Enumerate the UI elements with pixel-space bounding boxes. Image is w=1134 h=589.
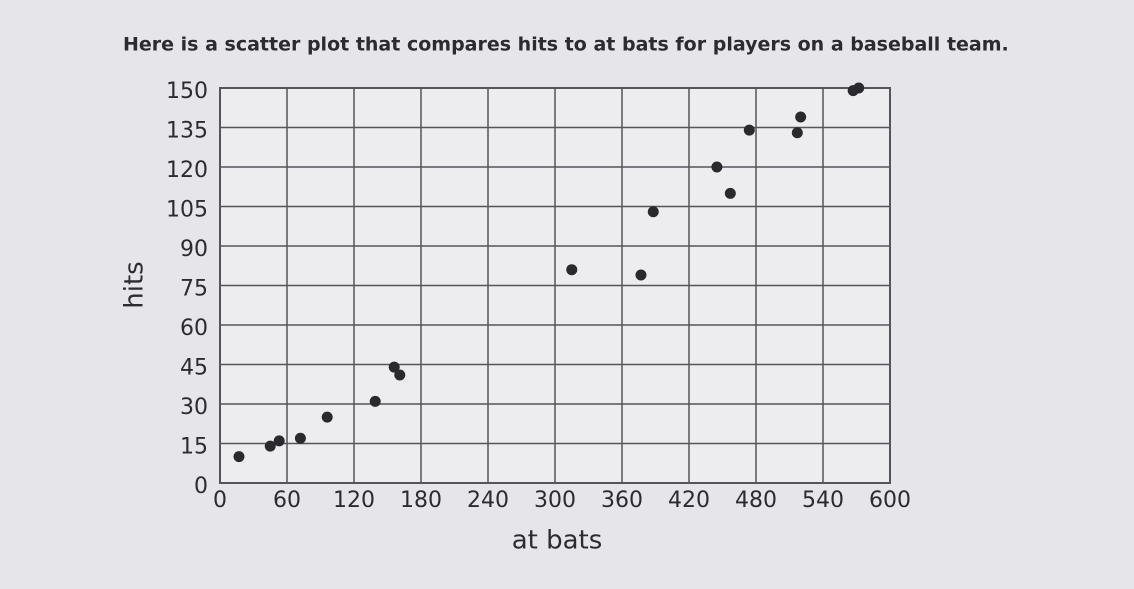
x-tick-label: 600 xyxy=(869,488,911,513)
y-tick-label: 45 xyxy=(180,356,208,381)
y-tick-label: 30 xyxy=(180,395,208,420)
x-tick-label: 540 xyxy=(802,488,844,513)
point xyxy=(647,206,659,218)
chart-title: Here is a scatter plot that compares hit… xyxy=(123,34,1009,56)
point xyxy=(321,411,333,423)
y-tick-label: 90 xyxy=(180,237,208,262)
point xyxy=(388,361,400,373)
x-tick-label: 480 xyxy=(735,488,777,513)
y-tick-label: 60 xyxy=(180,316,208,341)
y-tick-label: 150 xyxy=(166,79,208,104)
point xyxy=(853,82,865,94)
x-tick-label: 120 xyxy=(333,488,375,513)
point xyxy=(724,187,736,199)
x-axis-label: at bats xyxy=(512,526,603,556)
y-tick-label: 105 xyxy=(166,198,208,223)
x-tick-label: 420 xyxy=(668,488,710,513)
point xyxy=(711,161,723,173)
y-tick-label: 120 xyxy=(166,158,208,183)
y-tick-label: 0 xyxy=(194,474,208,499)
point xyxy=(369,395,381,407)
point xyxy=(233,451,245,463)
y-tick-label: 135 xyxy=(166,119,208,144)
point xyxy=(791,127,803,139)
x-tick-label: 300 xyxy=(534,488,576,513)
point xyxy=(394,369,406,381)
x-tick-label: 360 xyxy=(601,488,643,513)
point xyxy=(795,111,807,123)
x-tick-label: 0 xyxy=(213,488,227,513)
point xyxy=(566,264,578,276)
point xyxy=(635,269,647,281)
y-tick-label: 75 xyxy=(180,277,208,302)
point xyxy=(743,124,755,136)
y-axis-label: hits xyxy=(120,261,150,308)
point xyxy=(273,435,285,447)
y-tick-label: 15 xyxy=(180,435,208,460)
point xyxy=(294,432,306,444)
x-tick-label: 60 xyxy=(273,488,301,513)
point xyxy=(264,440,276,452)
x-tick-label: 240 xyxy=(467,488,509,513)
x-tick-label: 180 xyxy=(400,488,442,513)
